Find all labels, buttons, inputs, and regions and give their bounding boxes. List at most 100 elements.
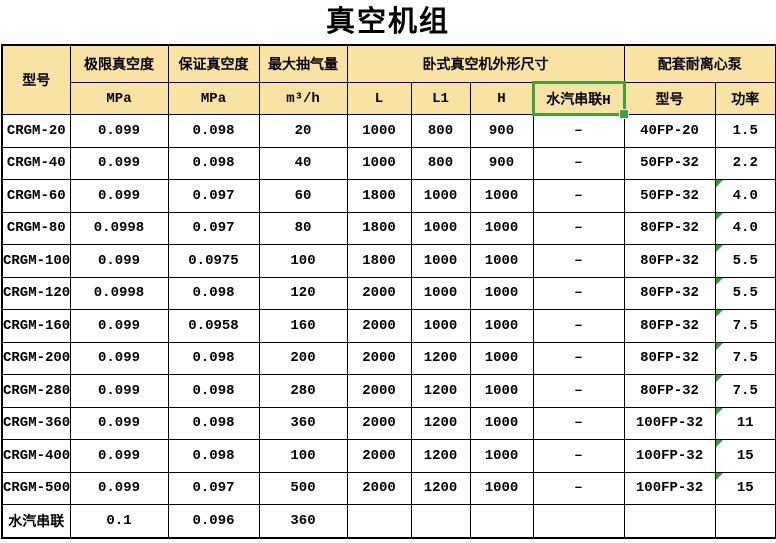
cell-capacity[interactable]: 80 [258, 211, 348, 245]
cell-H[interactable]: 900 [469, 114, 534, 148]
cell-power[interactable]: 7.5 [714, 309, 776, 343]
cell-L1[interactable]: 1200 [410, 406, 471, 440]
cell-pump_model[interactable]: 80FP-32 [623, 211, 716, 245]
cell-steam[interactable]: – [532, 406, 625, 440]
col-header-L1[interactable]: L1 [410, 82, 471, 115]
cell-L1[interactable] [410, 504, 471, 538]
cell-pump_model[interactable]: 100FP-32 [623, 439, 716, 473]
cell-pump_model[interactable]: 100FP-32 [623, 471, 716, 505]
cell-guaranteed[interactable]: 0.098 [167, 276, 260, 310]
cell-power[interactable]: 7.5 [714, 341, 776, 375]
cell-ultimate[interactable]: 0.099 [69, 374, 169, 408]
cell-L[interactable]: 2000 [346, 471, 412, 505]
cell-H[interactable]: 1000 [469, 374, 534, 408]
cell-model[interactable]: CRGM-500 [1, 471, 71, 505]
cell-steam[interactable]: – [532, 114, 625, 148]
cell-pump_model[interactable]: 50FP-32 [623, 179, 716, 213]
cell-model[interactable]: CRGM-20 [1, 114, 71, 148]
cell-power[interactable]: 15 [714, 439, 776, 473]
cell-model[interactable]: CRGM-40 [1, 146, 71, 180]
cell-model[interactable]: CRGM-360 [1, 406, 71, 440]
cell-model[interactable]: CRGM-100 [1, 244, 71, 278]
cell-ultimate[interactable]: 0.099 [69, 114, 169, 148]
cell-capacity[interactable]: 500 [258, 471, 348, 505]
cell-L[interactable]: 2000 [346, 439, 412, 473]
cell-capacity[interactable]: 200 [258, 341, 348, 375]
cell-steam[interactable]: – [532, 341, 625, 375]
cell-pump_model[interactable]: 80FP-32 [623, 244, 716, 278]
cell-ultimate[interactable]: 0.099 [69, 179, 169, 213]
cell-guaranteed[interactable]: 0.098 [167, 374, 260, 408]
cell-guaranteed[interactable]: 0.098 [167, 114, 260, 148]
cell-H[interactable]: 1000 [469, 341, 534, 375]
cell-ultimate[interactable]: 0.0998 [69, 211, 169, 245]
cell-H[interactable]: 1000 [469, 211, 534, 245]
cell-power[interactable]: 2.2 [714, 146, 776, 180]
cell-L[interactable]: 1800 [346, 244, 412, 278]
cell-model[interactable]: CRGM-80 [1, 211, 71, 245]
cell-L1[interactable]: 1200 [410, 439, 471, 473]
cell-guaranteed[interactable]: 0.098 [167, 406, 260, 440]
cell-H[interactable]: 1000 [469, 309, 534, 343]
cell-pump_model[interactable]: 50FP-32 [623, 146, 716, 180]
cell-model[interactable]: 水汽串联 [1, 504, 71, 538]
cell-ultimate[interactable]: 0.0998 [69, 276, 169, 310]
cell-ultimate[interactable]: 0.099 [69, 406, 169, 440]
cell-capacity[interactable]: 20 [258, 114, 348, 148]
cell-ultimate[interactable]: 0.099 [69, 244, 169, 278]
cell-L[interactable]: 2000 [346, 341, 412, 375]
cell-guaranteed[interactable]: 0.098 [167, 439, 260, 473]
cell-L1[interactable]: 1000 [410, 211, 471, 245]
cell-H[interactable]: 1000 [469, 276, 534, 310]
cell-H[interactable]: 900 [469, 146, 534, 180]
col-header-m3h[interactable]: m³/h [258, 82, 348, 115]
cell-H[interactable]: 1000 [469, 439, 534, 473]
cell-steam[interactable]: – [532, 374, 625, 408]
cell-model[interactable]: CRGM-60 [1, 179, 71, 213]
cell-L1[interactable]: 1200 [410, 374, 471, 408]
cell-H[interactable]: 1000 [469, 471, 534, 505]
cell-steam[interactable]: – [532, 211, 625, 245]
cell-L1[interactable]: 800 [410, 114, 471, 148]
cell-pump_model[interactable]: 80FP-32 [623, 341, 716, 375]
cell-model[interactable]: CRGM-200 [1, 341, 71, 375]
cell-pump_model[interactable]: 80FP-32 [623, 309, 716, 343]
col-header-mpa-1[interactable]: MPa [69, 82, 169, 115]
cell-H[interactable]: 1000 [469, 179, 534, 213]
col-header-mpa-2[interactable]: MPa [167, 82, 260, 115]
cell-ultimate[interactable]: 0.1 [69, 504, 169, 538]
cell-L[interactable]: 1800 [346, 179, 412, 213]
cell-guaranteed[interactable]: 0.097 [167, 179, 260, 213]
cell-capacity[interactable]: 40 [258, 146, 348, 180]
cell-capacity[interactable]: 100 [258, 244, 348, 278]
cell-ultimate[interactable]: 0.099 [69, 146, 169, 180]
cell-pump_model[interactable]: 40FP-20 [623, 114, 716, 148]
cell-steam[interactable] [532, 504, 625, 538]
col-header-H[interactable]: H [469, 82, 534, 115]
cell-ultimate[interactable]: 0.099 [69, 439, 169, 473]
cell-power[interactable]: 11 [714, 406, 776, 440]
cell-steam[interactable]: – [532, 439, 625, 473]
cell-model[interactable]: CRGM-400 [1, 439, 71, 473]
cell-steam[interactable]: – [532, 276, 625, 310]
cell-power[interactable]: 4.0 [714, 211, 776, 245]
col-header-pump-model[interactable]: 型号 [623, 82, 716, 115]
cell-H[interactable]: 1000 [469, 406, 534, 440]
cell-capacity[interactable]: 280 [258, 374, 348, 408]
cell-guaranteed[interactable]: 0.098 [167, 341, 260, 375]
cell-steam[interactable]: – [532, 244, 625, 278]
cell-L[interactable]: 1000 [346, 146, 412, 180]
cell-guaranteed[interactable]: 0.098 [167, 146, 260, 180]
cell-L1[interactable]: 800 [410, 146, 471, 180]
cell-ultimate[interactable]: 0.099 [69, 309, 169, 343]
cell-capacity[interactable]: 100 [258, 439, 348, 473]
cell-guaranteed[interactable]: 0.0958 [167, 309, 260, 343]
cell-ultimate[interactable]: 0.099 [69, 341, 169, 375]
cell-guaranteed[interactable]: 0.096 [167, 504, 260, 538]
col-group-dimensions[interactable]: 卧式真空机外形尺寸 [346, 44, 625, 83]
cell-pump_model[interactable]: 100FP-32 [623, 406, 716, 440]
cell-power[interactable]: 5.5 [714, 276, 776, 310]
cell-guaranteed[interactable]: 0.097 [167, 471, 260, 505]
cell-pump_model[interactable]: 80FP-32 [623, 276, 716, 310]
cell-pump_model[interactable]: 80FP-32 [623, 374, 716, 408]
